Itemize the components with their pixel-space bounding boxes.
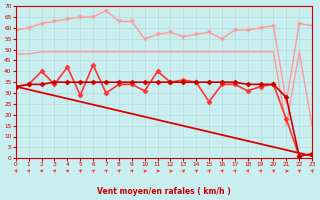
X-axis label: Vent moyen/en rafales ( km/h ): Vent moyen/en rafales ( km/h ) bbox=[97, 187, 231, 196]
